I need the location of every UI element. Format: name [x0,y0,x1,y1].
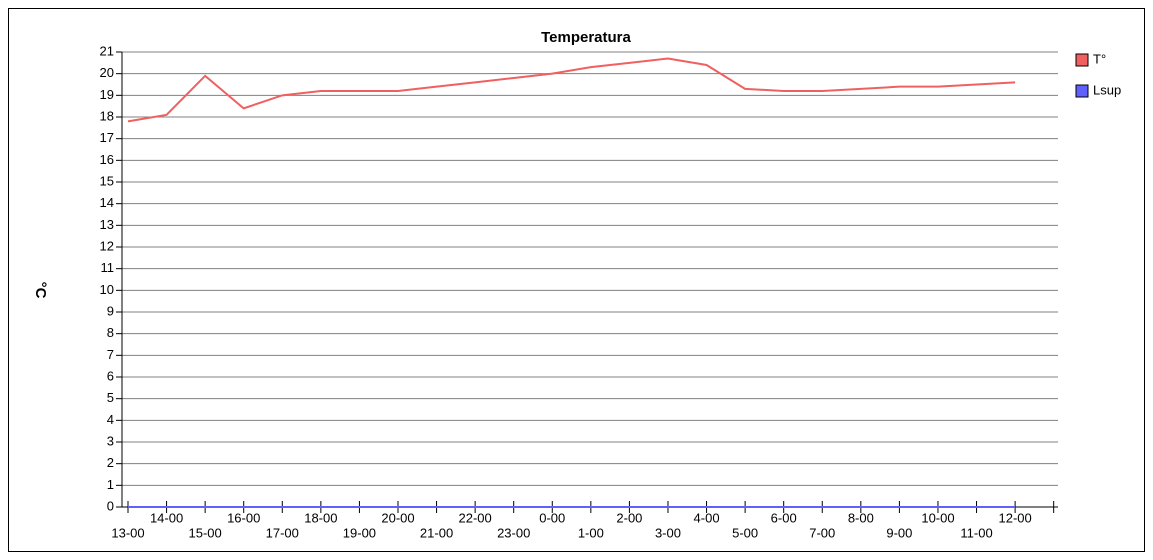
y-tick-label: 20 [100,65,114,80]
x-tick-label: 5-00 [732,525,758,540]
x-tick-label: 11-00 [960,525,992,540]
y-tick-label: 1 [107,477,114,492]
x-tick-label: 0-00 [539,510,565,525]
chart-title: Temperatura [541,29,631,46]
x-tick-label: 7-00 [809,525,835,540]
y-tick-label: 19 [100,87,114,102]
x-tick-label: 2-00 [616,510,642,525]
y-axis-label: °C [32,282,49,299]
x-tick-label: 22-00 [459,510,492,525]
y-tick-label: 2 [107,455,114,470]
y-tick-label: 6 [107,368,114,383]
y-tick-label: 16 [100,152,114,167]
y-tick-label: 18 [100,108,114,123]
x-tick-label: 17-00 [266,525,299,540]
y-tick-label: 8 [107,325,114,340]
x-tick-label: 9-00 [886,525,912,540]
y-tick-label: 17 [100,130,114,145]
y-tick-label: 7 [107,347,114,362]
x-tick-label: 13-00 [111,525,144,540]
x-tick-label: 15-00 [189,525,222,540]
y-tick-label: 0 [107,498,114,513]
x-tick-label: 1-00 [578,525,604,540]
y-tick-label: 3 [107,433,114,448]
legend-label: T° [1093,51,1106,66]
y-tick-label: 21 [100,43,114,58]
y-tick-label: 13 [100,217,114,232]
y-tick-label: 9 [107,303,114,318]
x-tick-label: 10-00 [921,510,954,525]
y-tick-label: 4 [107,412,114,427]
y-tick-label: 15 [100,173,114,188]
x-tick-label: 6-00 [771,510,797,525]
y-tick-label: 5 [107,390,114,405]
x-tick-label: 21-00 [420,525,453,540]
y-tick-label: 12 [100,238,114,253]
legend-swatch [1075,53,1089,67]
x-tick-label: 8-00 [848,510,874,525]
y-tick-label: 11 [101,260,115,275]
x-tick-label: 18-00 [304,510,337,525]
legend-swatch [1075,84,1089,98]
x-tick-label: 3-00 [655,525,681,540]
frame [8,8,1145,552]
y-tick-label: 10 [100,282,114,297]
x-tick-label: 16-00 [227,510,260,525]
x-tick-label: 23-00 [497,525,530,540]
series-line [127,57,1016,123]
x-tick-label: 20-00 [381,510,414,525]
x-tick-label: 12-00 [998,510,1031,525]
legend-label: Lsup [1093,82,1121,97]
x-tick-label: 19-00 [343,525,376,540]
x-tick-label: 4-00 [694,510,720,525]
x-tick-label: 14-00 [150,510,183,525]
y-tick-label: 14 [100,195,114,210]
